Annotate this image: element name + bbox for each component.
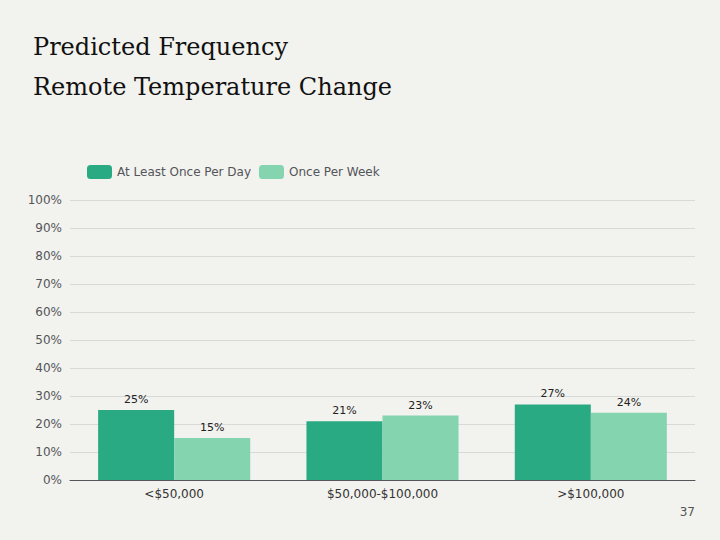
svg-text:21%: 21% bbox=[332, 404, 356, 417]
svg-text:At Least Once Per Day: At Least Once Per Day bbox=[117, 165, 251, 179]
svg-text:90%: 90% bbox=[35, 221, 62, 235]
svg-text:10%: 10% bbox=[35, 445, 62, 459]
svg-text:30%: 30% bbox=[35, 389, 62, 403]
svg-text:20%: 20% bbox=[35, 417, 62, 431]
svg-text:Once Per Week: Once Per Week bbox=[289, 165, 380, 179]
svg-text:25%: 25% bbox=[124, 393, 148, 406]
svg-text:70%: 70% bbox=[35, 277, 62, 291]
svg-text:0%: 0% bbox=[43, 473, 62, 487]
svg-text:<$50,000: <$50,000 bbox=[144, 487, 204, 501]
svg-text:>$100,000: >$100,000 bbox=[557, 487, 624, 501]
svg-text:37: 37 bbox=[680, 505, 695, 519]
svg-text:Predicted Frequency: Predicted Frequency bbox=[33, 33, 288, 61]
svg-text:Remote Temperature Change: Remote Temperature Change bbox=[33, 73, 392, 101]
svg-text:23%: 23% bbox=[408, 399, 432, 412]
svg-text:40%: 40% bbox=[35, 361, 62, 375]
svg-text:15%: 15% bbox=[200, 421, 224, 434]
svg-text:50%: 50% bbox=[35, 333, 62, 347]
svg-text:60%: 60% bbox=[35, 305, 62, 319]
svg-text:100%: 100% bbox=[28, 193, 62, 207]
svg-text:$50,000-$100,000: $50,000-$100,000 bbox=[327, 487, 438, 501]
svg-text:24%: 24% bbox=[617, 396, 641, 409]
svg-text:27%: 27% bbox=[541, 387, 565, 400]
svg-text:80%: 80% bbox=[35, 249, 62, 263]
